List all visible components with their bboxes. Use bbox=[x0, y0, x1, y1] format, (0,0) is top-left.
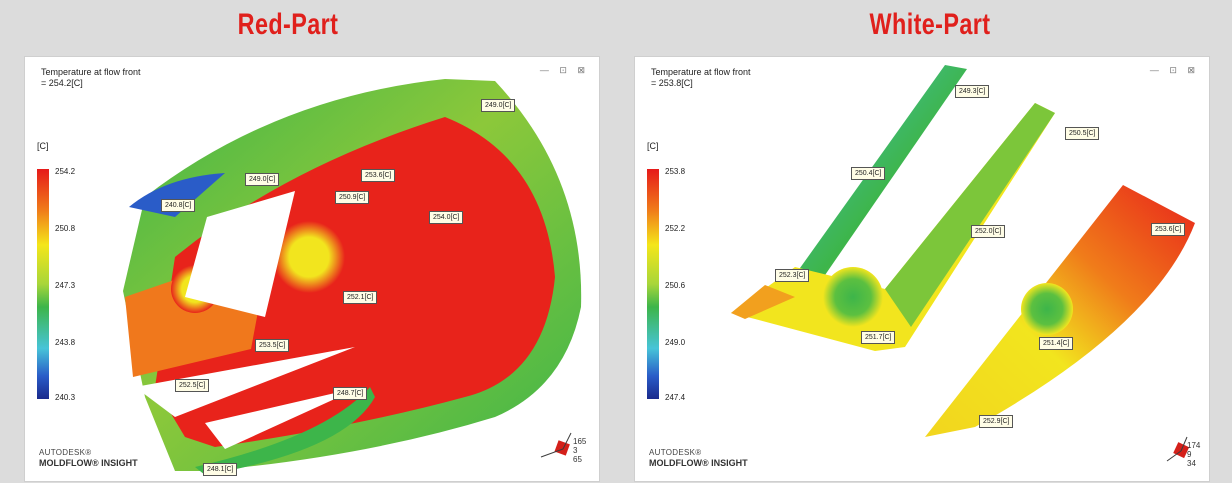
legend-tick-3: 247.3 bbox=[55, 281, 76, 290]
result-title-line1: Temperature at flow front bbox=[41, 67, 141, 77]
result-title: Temperature at flow front = 254.2[C] bbox=[41, 67, 141, 89]
probe-label[interactable]: 240.8[C] bbox=[161, 199, 196, 212]
l-part-hotspot bbox=[823, 267, 883, 327]
probe-label[interactable]: 253.6[C] bbox=[1151, 223, 1186, 236]
legend-tick-2: 252.2 bbox=[665, 224, 686, 233]
result-title-line2: = 254.2[C] bbox=[41, 78, 83, 88]
legend-unit: [C] bbox=[647, 141, 659, 151]
autodesk-moldflow-logo: AUTODESK® MOLDFLOW® INSIGHT bbox=[649, 447, 748, 469]
legend-unit: [C] bbox=[37, 141, 49, 151]
axis-readout-z: 65 bbox=[573, 455, 582, 464]
probe-label[interactable]: 248.1[C] bbox=[203, 463, 238, 476]
axis-readout-y: 9 bbox=[1187, 450, 1192, 459]
probe-label[interactable]: 250.5[C] bbox=[1065, 127, 1100, 140]
probe-label[interactable]: 248.7[C] bbox=[333, 387, 368, 400]
blade-hotspot bbox=[1021, 283, 1073, 335]
panel-title-white-part: White-Part bbox=[869, 8, 991, 41]
axis-readout: 165 3 65 bbox=[573, 437, 586, 464]
probe-label[interactable]: 249.3[C] bbox=[955, 85, 990, 98]
axis-readout: 174 9 34 bbox=[1187, 441, 1200, 468]
legend-tick-4: 249.0 bbox=[665, 338, 686, 347]
temperature-plot-white-part[interactable] bbox=[635, 57, 1210, 482]
probe-label[interactable]: 250.4[C] bbox=[851, 167, 886, 180]
legend-tick-min: 247.4 bbox=[665, 393, 686, 402]
result-title-line2: = 253.8[C] bbox=[651, 78, 693, 88]
probe-label[interactable]: 254.0[C] bbox=[429, 211, 464, 224]
legend-tick-min: 240.3 bbox=[55, 393, 76, 402]
cutout-upper bbox=[185, 191, 295, 317]
window-controls[interactable]: — ⊡ ⊠ bbox=[539, 65, 589, 75]
window-controls[interactable]: — ⊡ ⊠ bbox=[1149, 65, 1199, 75]
cutout-lower bbox=[135, 347, 355, 417]
legend-tick-2: 250.8 bbox=[55, 224, 76, 233]
legend-tick-4: 243.8 bbox=[55, 338, 76, 347]
legend-tick-max: 254.2 bbox=[55, 167, 76, 176]
axis-readout-x: 174 bbox=[1187, 441, 1201, 450]
l-shaped-part bbox=[731, 103, 1055, 351]
viewport-white-part[interactable]: Temperature at flow front = 253.8[C] — ⊡… bbox=[634, 56, 1210, 482]
part-body-hot-zone bbox=[155, 117, 555, 447]
axis-triad bbox=[540, 432, 572, 458]
probe-label[interactable]: 249.0[C] bbox=[245, 173, 280, 186]
cutout-bottom bbox=[205, 387, 361, 449]
l-part-orange-tip bbox=[731, 285, 795, 319]
temperature-plot-red-part[interactable] bbox=[25, 57, 600, 482]
probe-label[interactable]: 252.0[C] bbox=[971, 225, 1006, 238]
result-title-line1: Temperature at flow front bbox=[651, 67, 751, 77]
brand-line2: MOLDFLOW® INSIGHT bbox=[649, 458, 748, 468]
brand-line2: MOLDFLOW® INSIGHT bbox=[39, 458, 138, 468]
viewport-red-part[interactable]: Temperature at flow front = 254.2[C] — ⊡… bbox=[24, 56, 600, 482]
probe-label[interactable]: 252.5[C] bbox=[175, 379, 210, 392]
axis-readout-x: 165 bbox=[573, 437, 587, 446]
legend-tick-3: 250.6 bbox=[665, 281, 686, 290]
autodesk-moldflow-logo: AUTODESK® MOLDFLOW® INSIGHT bbox=[39, 447, 138, 469]
probe-label[interactable]: 251.7[C] bbox=[861, 331, 896, 344]
probe-label[interactable]: 252.3[C] bbox=[775, 269, 810, 282]
probe-label[interactable]: 252.9[C] bbox=[979, 415, 1014, 428]
panel-title-red-part: Red-Part bbox=[237, 8, 339, 41]
axis-readout-y: 3 bbox=[573, 446, 578, 455]
l-part-green-arm bbox=[885, 103, 1055, 327]
upper-strip bbox=[775, 65, 967, 307]
probe-label[interactable]: 253.6[C] bbox=[361, 169, 396, 182]
axis-readout-z: 34 bbox=[1187, 459, 1196, 468]
axis-triad bbox=[1166, 436, 1190, 462]
color-legend-bar bbox=[37, 169, 49, 399]
result-title: Temperature at flow front = 253.8[C] bbox=[651, 67, 751, 89]
probe-label[interactable]: 251.4[C] bbox=[1039, 337, 1074, 350]
brand-line1: AUTODESK® bbox=[649, 448, 702, 457]
probe-label[interactable]: 249.0[C] bbox=[481, 99, 516, 112]
probe-label[interactable]: 253.5[C] bbox=[255, 339, 290, 352]
probe-label[interactable]: 250.9[C] bbox=[335, 191, 370, 204]
hotspot-center bbox=[273, 221, 345, 293]
brand-line1: AUTODESK® bbox=[39, 448, 92, 457]
color-legend-bar bbox=[647, 169, 659, 399]
cold-corner bbox=[129, 173, 225, 217]
legend-tick-max: 253.8 bbox=[665, 167, 686, 176]
probe-label[interactable]: 252.1[C] bbox=[343, 291, 378, 304]
